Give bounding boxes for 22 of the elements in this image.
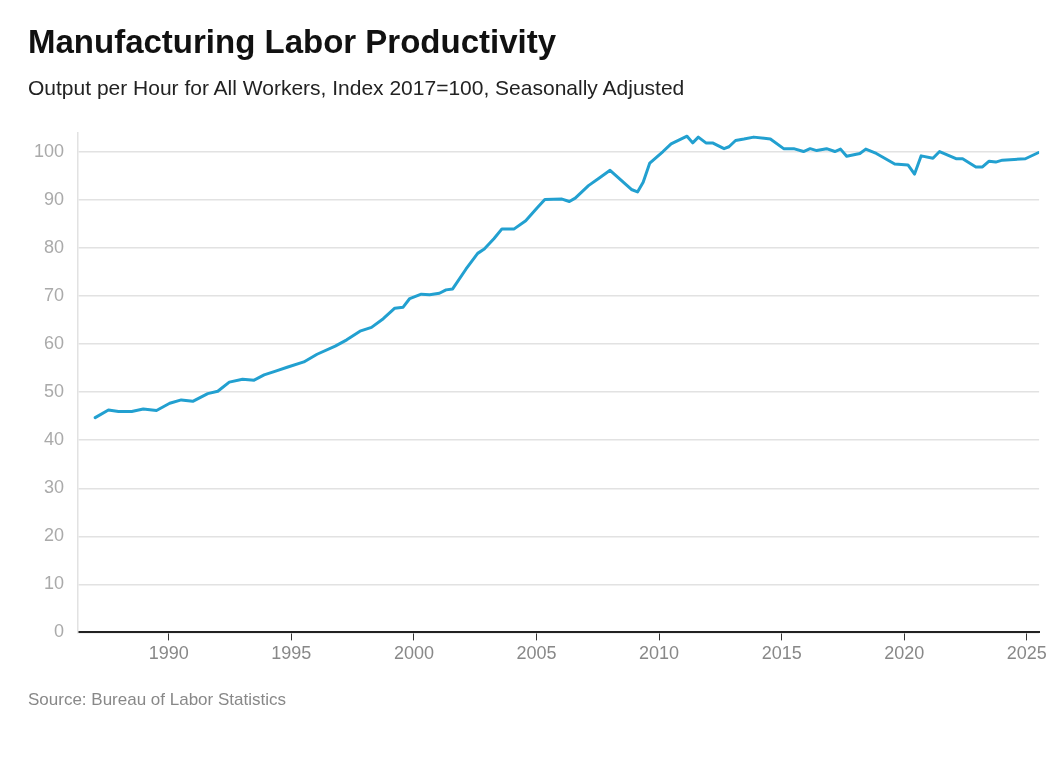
y-tick-label: 10	[44, 573, 65, 594]
x-tick-label: 2025	[1006, 643, 1047, 664]
y-tick-label: 70	[44, 285, 65, 306]
chart-subtitle: Output per Hour for All Workers, Index 2017=100, Seasonally Adjusted	[28, 76, 686, 100]
y-tick-label: 80	[44, 237, 65, 258]
source-note: Source: Bureau of Labor Statistics	[28, 690, 287, 710]
x-tick-label: 2005	[516, 643, 557, 664]
x-tick-label: 2015	[761, 643, 802, 664]
x-tick-label: 1995	[271, 643, 312, 664]
y-tick-label: 0	[54, 621, 65, 642]
y-tick-label: 20	[44, 525, 65, 546]
y-tick-label: 40	[44, 429, 65, 450]
y-tick-label: 100	[33, 140, 65, 161]
x-tick-label: 2000	[393, 643, 434, 664]
y-tick-label: 50	[44, 381, 65, 402]
chart-title: Manufacturing Labor Productivity	[28, 22, 558, 62]
y-tick-label: 30	[44, 477, 65, 498]
x-tick-label: 1990	[148, 643, 189, 664]
x-tick-label: 2010	[639, 643, 680, 664]
x-tick-label: 2020	[884, 643, 925, 664]
y-tick-label: 90	[44, 189, 65, 210]
y-tick-label: 60	[44, 333, 65, 354]
